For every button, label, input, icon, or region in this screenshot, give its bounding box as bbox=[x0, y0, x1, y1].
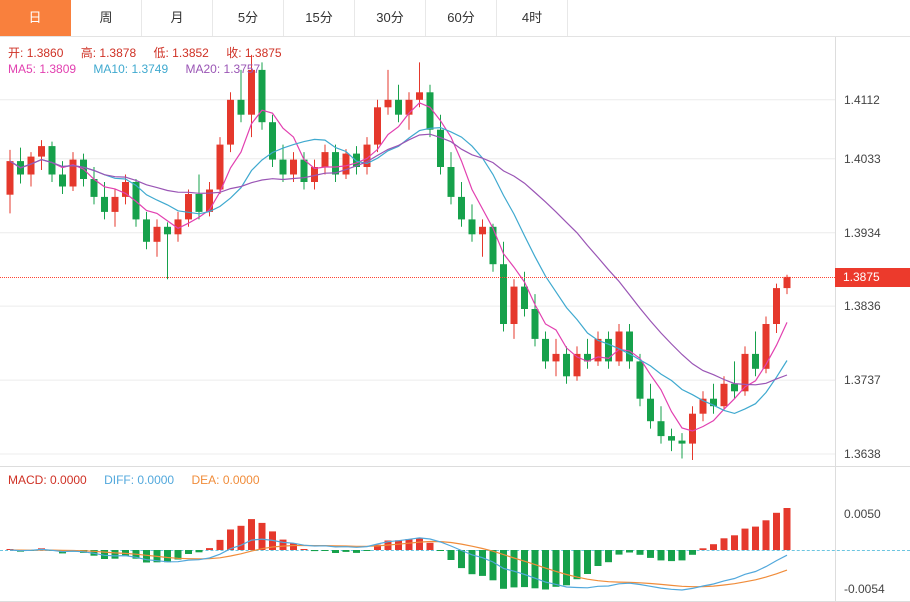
price-tick-label: 1.4112 bbox=[844, 92, 880, 107]
dea-value-label: DEA: 0.0000 bbox=[191, 473, 260, 487]
ma10-legend: MA10: 1.3749 bbox=[93, 62, 169, 76]
diff-line bbox=[9, 537, 788, 591]
ohlc-legend: 开: 1.3860 高: 1.3878 低: 1.3852 收: 1.3875 bbox=[8, 44, 296, 61]
macd-chart[interactable] bbox=[0, 467, 835, 601]
tab-30min[interactable]: 30分 bbox=[355, 0, 426, 36]
macd-histogram bbox=[6, 508, 791, 590]
price-tick-label: 1.3638 bbox=[844, 447, 881, 461]
macd-pane: 0.0050 -0.0054 MACD: 0.0000 DIFF: 0.0000 … bbox=[0, 467, 910, 601]
macd-tick-label: -0.0054 bbox=[844, 582, 885, 596]
ma20-line bbox=[9, 133, 788, 386]
price-tick-label: 1.4033 bbox=[844, 151, 881, 166]
candlestick-chart[interactable] bbox=[0, 37, 835, 466]
diff-value-label: DIFF: 0.0000 bbox=[104, 473, 175, 487]
tab-15min[interactable]: 15分 bbox=[284, 0, 355, 36]
price-tick-label: 1.3934 bbox=[844, 225, 881, 240]
current-price-line bbox=[0, 276, 835, 278]
tab-60min[interactable]: 60分 bbox=[426, 0, 497, 36]
grid-lines bbox=[0, 99, 835, 455]
macd-tick-label: 0.0050 bbox=[844, 507, 881, 521]
tab-week[interactable]: 周 bbox=[71, 0, 142, 36]
ma-legend: MA5: 1.3809 MA10: 1.3749 MA20: 1.3757 bbox=[8, 62, 274, 76]
main-chart-pane: 1.4112 1.4033 1.3934 1.3836 1.3737 1.3638 开: … bbox=[0, 37, 910, 467]
ohlc-high: 高: 1.3878 bbox=[80, 46, 137, 60]
price-axis: 1.4112 1.4033 1.3934 1.3836 1.3737 1.3638 bbox=[835, 37, 910, 466]
dea-line bbox=[9, 540, 788, 588]
price-tick-label: 1.3836 bbox=[844, 299, 881, 314]
tab-day[interactable]: 日 bbox=[0, 0, 71, 36]
ohlc-low: 低: 1.3852 bbox=[153, 46, 209, 60]
macd-value-label: MACD: 0.0000 bbox=[8, 473, 87, 487]
tab-month[interactable]: 月 bbox=[142, 0, 213, 36]
ma10-line bbox=[9, 126, 788, 415]
candles-group bbox=[6, 54, 791, 460]
current-price-tag: 1.3875 bbox=[835, 267, 910, 287]
ma20-legend: MA20: 1.3757 bbox=[185, 62, 261, 76]
ma5-line bbox=[9, 102, 788, 432]
macd-axis: 0.0050 -0.0054 bbox=[835, 467, 910, 601]
macd-legend: MACD: 0.0000 DIFF: 0.0000 DEA: 0.0000 bbox=[8, 473, 274, 487]
tab-4hour[interactable]: 4时 bbox=[497, 0, 568, 36]
price-tick-label: 1.3737 bbox=[844, 373, 881, 388]
tab-5min[interactable]: 5分 bbox=[213, 0, 284, 36]
macd-zero-line bbox=[0, 550, 910, 551]
ohlc-close: 收: 1.3875 bbox=[226, 46, 282, 60]
ohlc-open: 开: 1.3860 bbox=[8, 46, 64, 60]
ma5-legend: MA5: 1.3809 bbox=[8, 62, 77, 76]
timeframe-tabbar: 日周月 5分 15分 30分 60分 4时 bbox=[0, 0, 910, 37]
